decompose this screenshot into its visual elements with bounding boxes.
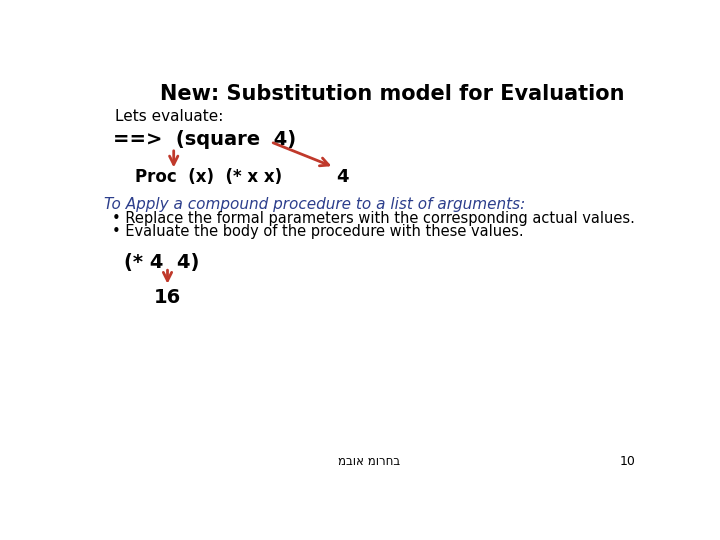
Text: • Evaluate the body of the procedure with these values.: • Evaluate the body of the procedure wit… xyxy=(112,224,523,239)
Text: 4: 4 xyxy=(336,168,349,186)
Text: Proc  (x)  (* x x): Proc (x) (* x x) xyxy=(135,168,282,186)
Text: (* 4  4): (* 4 4) xyxy=(124,253,199,273)
Text: ==>  (square  4): ==> (square 4) xyxy=(113,130,297,149)
Text: 10: 10 xyxy=(620,455,636,468)
Text: To Apply a compound procedure to a list of arguments:: To Apply a compound procedure to a list … xyxy=(104,197,525,212)
Text: • Replace the formal parameters with the corresponding actual values.: • Replace the formal parameters with the… xyxy=(112,211,634,226)
Text: Lets evaluate:: Lets evaluate: xyxy=(114,110,223,124)
Text: 16: 16 xyxy=(153,288,181,307)
Text: New: Substitution model for Evaluation: New: Substitution model for Evaluation xyxy=(160,84,624,104)
Text: מבוא מורחב: מבוא מורחב xyxy=(338,455,400,468)
